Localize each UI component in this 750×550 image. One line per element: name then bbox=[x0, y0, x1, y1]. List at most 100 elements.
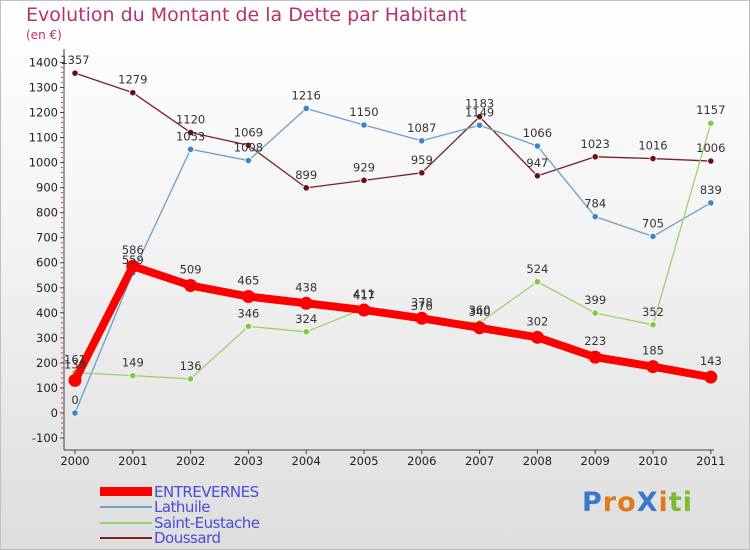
data-label: 1023 bbox=[581, 137, 610, 151]
data-point bbox=[649, 154, 657, 163]
data-label: 1150 bbox=[349, 105, 378, 119]
y-tick-label: 300 bbox=[36, 331, 58, 345]
data-label: 839 bbox=[700, 183, 722, 197]
data-label: 1006 bbox=[696, 141, 725, 155]
y-minor-tick bbox=[61, 252, 63, 254]
data-label: 705 bbox=[642, 216, 664, 230]
y-minor-tick bbox=[61, 367, 63, 369]
y-minor-tick bbox=[61, 422, 63, 424]
x-tick-label: 2008 bbox=[523, 454, 552, 468]
y-minor-tick bbox=[61, 81, 63, 83]
data-point bbox=[244, 156, 252, 165]
y-minor-tick bbox=[61, 382, 63, 384]
y-minor-tick bbox=[61, 182, 63, 184]
y-minor-tick bbox=[61, 307, 63, 309]
data-point bbox=[302, 328, 310, 336]
data-label: 438 bbox=[295, 280, 317, 294]
y-minor-tick bbox=[61, 352, 63, 354]
data-label: 1149 bbox=[465, 105, 494, 119]
y-minor-tick bbox=[61, 377, 63, 379]
data-label: 378 bbox=[411, 295, 433, 309]
y-minor-tick bbox=[61, 372, 63, 374]
data-label: 161 bbox=[64, 353, 86, 367]
data-point bbox=[591, 213, 599, 221]
proxiti-logo: ProXiti bbox=[582, 487, 693, 518]
logo-letter: i bbox=[682, 487, 693, 518]
y-minor-tick bbox=[61, 282, 63, 284]
legend: ENTREVERNES Lathuile Saint-Eustache Doussar… bbox=[100, 482, 260, 547]
y-minor-tick bbox=[61, 172, 63, 174]
data-label: 559 bbox=[122, 253, 144, 267]
data-point bbox=[418, 137, 426, 145]
data-point bbox=[184, 279, 198, 293]
x-tick-label: 2003 bbox=[234, 454, 263, 468]
legend-label: ENTREVERNES bbox=[154, 482, 259, 501]
y-minor-tick bbox=[61, 272, 63, 274]
y-minor-tick bbox=[61, 357, 63, 359]
y-tick-label: 1100 bbox=[29, 131, 58, 145]
y-tick-label: 500 bbox=[36, 281, 58, 295]
y-minor-tick bbox=[61, 407, 63, 409]
data-label: 509 bbox=[180, 263, 202, 277]
data-point bbox=[649, 321, 657, 329]
y-minor-tick bbox=[61, 91, 63, 93]
data-label: 376 bbox=[411, 299, 433, 313]
legend-swatch bbox=[100, 506, 152, 509]
data-point bbox=[473, 321, 487, 335]
logo-letter: o bbox=[617, 487, 637, 518]
series-lines bbox=[68, 69, 718, 417]
series-line bbox=[74, 122, 712, 380]
series-lathuile bbox=[71, 104, 715, 417]
data-point bbox=[533, 142, 542, 150]
y-minor-tick bbox=[61, 96, 63, 98]
data-point bbox=[71, 69, 79, 77]
data-label: 352 bbox=[642, 305, 664, 319]
data-label: 524 bbox=[526, 262, 548, 276]
data-label: 1120 bbox=[176, 113, 205, 127]
logo-letter: X bbox=[636, 487, 659, 518]
y-minor-tick bbox=[61, 197, 63, 199]
data-point bbox=[360, 121, 368, 129]
legend-item: ENTREVERNES bbox=[100, 482, 260, 501]
data-label: 1066 bbox=[523, 126, 552, 140]
data-label: 1053 bbox=[176, 129, 205, 143]
y-minor-tick bbox=[61, 76, 63, 78]
legend-swatch bbox=[100, 487, 152, 497]
x-tick-label: 2005 bbox=[349, 454, 378, 468]
y-tick-label: 800 bbox=[36, 206, 58, 220]
data-label: 346 bbox=[237, 306, 259, 320]
data-label: 0 bbox=[71, 393, 78, 407]
data-point bbox=[649, 232, 657, 241]
logo-letter: i bbox=[658, 487, 669, 518]
data-point bbox=[187, 128, 195, 137]
series-line bbox=[74, 107, 712, 414]
data-label: 784 bbox=[584, 197, 606, 211]
data-point bbox=[591, 153, 599, 161]
x-tick-label: 2001 bbox=[118, 454, 147, 468]
data-point bbox=[646, 360, 660, 374]
data-label: 1008 bbox=[234, 141, 263, 155]
data-label: 143 bbox=[700, 354, 722, 368]
y-minor-tick bbox=[61, 397, 63, 399]
y-minor-tick bbox=[61, 116, 63, 118]
y-minor-tick bbox=[61, 66, 63, 68]
y-minor-tick bbox=[61, 327, 63, 329]
data-point bbox=[187, 375, 195, 383]
data-label: 360 bbox=[469, 303, 491, 317]
data-label: 1069 bbox=[234, 125, 263, 139]
y-minor-tick bbox=[61, 132, 63, 134]
y-minor-tick bbox=[61, 257, 63, 259]
chart-title: Evolution du Montant de la Dette par Hab… bbox=[26, 4, 467, 26]
data-label: 465 bbox=[237, 274, 259, 288]
axes: -100 0 100 200 300 400 500 600 700 800 900 1000 1100… bbox=[29, 49, 725, 468]
data-point bbox=[129, 372, 137, 380]
y-minor-tick bbox=[61, 127, 63, 129]
data-label: 947 bbox=[526, 156, 548, 170]
data-label: 1087 bbox=[407, 121, 436, 135]
legend-label: Lathuile bbox=[154, 498, 211, 517]
series-saint-eustache bbox=[71, 119, 715, 383]
y-minor-tick bbox=[61, 392, 63, 394]
data-point bbox=[707, 119, 715, 127]
y-minor-tick bbox=[61, 267, 63, 269]
